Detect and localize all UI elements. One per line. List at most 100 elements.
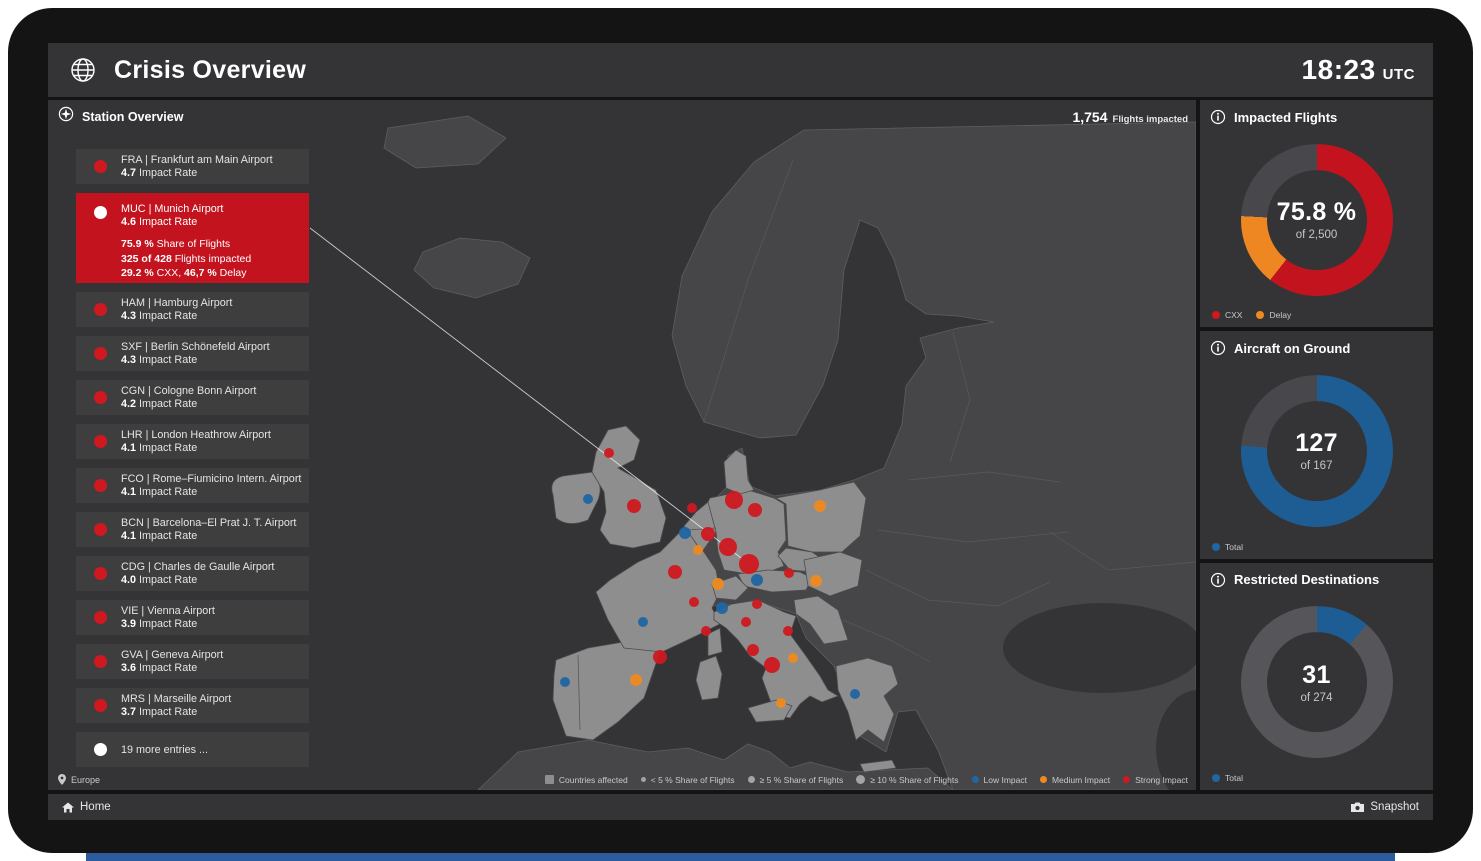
map-footer: Europe Countries affected < 5 % Share of …: [58, 774, 1188, 785]
map-station-marker[interactable]: [604, 448, 614, 458]
pin-icon: [58, 774, 66, 785]
island-sardinia: [695, 655, 723, 701]
europe-map[interactable]: [48, 100, 1196, 790]
map-station-marker[interactable]: [776, 698, 786, 708]
kpi-header: Impacted Flights: [1200, 100, 1433, 125]
station-list-item[interactable]: CDG | Charles de Gaulle Airport 4.0 Impac…: [76, 556, 309, 591]
station-name: SXF | Berlin Schönefeld Airport: [121, 340, 270, 353]
flights-impacted-counter: 1,754 Flights impacted: [1072, 109, 1188, 125]
legend-dot-icon: [1256, 311, 1265, 320]
snapshot-button[interactable]: Snapshot: [1351, 801, 1419, 813]
map-station-marker[interactable]: [701, 527, 715, 541]
app-header: Crisis Overview 18:23 UTC: [48, 43, 1433, 97]
map-station-marker[interactable]: [689, 597, 699, 607]
home-icon: [62, 802, 74, 812]
station-impact-rate: 4.1 Impact Rate: [121, 529, 198, 542]
map-station-marker[interactable]: [716, 602, 728, 614]
station-impact-rate: 4.1 Impact Rate: [121, 441, 198, 454]
map-station-marker[interactable]: [627, 499, 641, 513]
map-station-marker[interactable]: [748, 503, 762, 517]
map-station-marker[interactable]: [712, 578, 724, 590]
map-station-marker[interactable]: [687, 503, 697, 513]
map-station-marker[interactable]: [701, 626, 711, 636]
map-station-marker[interactable]: [783, 626, 793, 636]
legend-dot-icon: [640, 777, 646, 782]
map-station-marker[interactable]: [814, 500, 826, 512]
map-legend-item: Countries affected: [544, 775, 628, 785]
station-name: BCN | Barcelona–El Prat J. T. Airport: [121, 516, 297, 529]
map-legend-item: Low Impact: [971, 774, 1027, 785]
map-station-marker[interactable]: [560, 677, 570, 687]
station-list-item[interactable]: FRA | Frankfurt am Main Airport 4.7 Impac…: [76, 149, 309, 184]
legend-dot-icon: [971, 776, 979, 783]
map-station-marker[interactable]: [752, 599, 762, 609]
info-icon: [1210, 572, 1226, 587]
station-list-item[interactable]: MRS | Marseille Airport 3.7 Impact Rate: [76, 688, 309, 723]
station-impact-dot: [94, 567, 107, 580]
legend-dot-icon: [856, 775, 866, 784]
country-denmark: [723, 449, 755, 495]
map-station-marker[interactable]: [739, 554, 759, 574]
map-station-marker[interactable]: [583, 494, 593, 504]
station-list-item[interactable]: VIE | Vienna Airport 3.9 Impact Rate: [76, 600, 309, 635]
home-label: Home: [80, 801, 111, 813]
station-impact-dot: [94, 655, 107, 668]
station-name: FCO | Rome–Fiumicino Intern. Airport: [121, 472, 302, 485]
map-station-marker[interactable]: [725, 491, 743, 509]
station-list-item[interactable]: SXF | Berlin Schönefeld Airport 4.3 Impac…: [76, 336, 309, 371]
station-list-item[interactable]: CGN | Cologne Bonn Airport 4.2 Impact Rat…: [76, 380, 309, 415]
station-list-item[interactable]: BCN | Barcelona–El Prat J. T. Airport 4.1…: [76, 512, 309, 547]
map-station-marker[interactable]: [751, 574, 763, 586]
map-station-marker[interactable]: [638, 617, 648, 627]
info-icon: [1210, 109, 1226, 125]
legend-label: Low Impact: [983, 774, 1027, 785]
country-ireland: [551, 471, 601, 524]
map-legend: Countries affected < 5 % Share of Flights…: [544, 774, 1188, 785]
map-station-marker[interactable]: [850, 689, 860, 699]
map-station-marker[interactable]: [653, 650, 667, 664]
map-station-marker[interactable]: [810, 575, 822, 587]
legend-dot-icon: [1212, 773, 1220, 782]
map-station-marker[interactable]: [788, 653, 798, 663]
legend-square-icon: [544, 775, 554, 784]
muc-connector-line: [309, 227, 750, 565]
snapshot-label: Snapshot: [1370, 801, 1419, 813]
station-list-item[interactable]: GVA | Geneva Airport 3.6 Impact Rate: [76, 644, 309, 679]
map-station-marker[interactable]: [747, 644, 759, 656]
station-impact-rate: 4.7 Impact Rate: [121, 166, 198, 179]
station-name: LHR | London Heathrow Airport: [121, 428, 271, 441]
map-station-marker[interactable]: [719, 538, 737, 556]
station-list-more[interactable]: 19 more entries ...: [76, 732, 309, 767]
country-greece: [835, 657, 899, 743]
more-entries-dot: [94, 743, 107, 756]
kpi-legend: Total: [1212, 542, 1243, 552]
flights-impacted-label: Flights impacted: [1112, 113, 1188, 125]
station-details: 75.9 % Share of Flights 325 of 428 Flight…: [121, 238, 252, 279]
station-list-item[interactable]: MUC | Munich Airport 4.6 Impact Rate 75.9 …: [76, 193, 309, 283]
legend-dot-icon: [1123, 776, 1131, 783]
island-crete: [859, 759, 897, 773]
station-impact-rate: 3.7 Impact Rate: [121, 705, 198, 718]
map-legend-item: Medium Impact: [1039, 775, 1110, 785]
legend-dot-icon: [1212, 311, 1220, 320]
station-list-item[interactable]: HAM | Hamburg Airport 4.3 Impact Rate: [76, 292, 309, 327]
info-icon: [1210, 341, 1226, 356]
map-station-marker[interactable]: [784, 568, 794, 578]
home-button[interactable]: Home: [62, 801, 111, 813]
map-station-marker[interactable]: [764, 657, 780, 673]
kpi-header: Aircraft on Ground: [1200, 331, 1433, 356]
map-station-marker[interactable]: [741, 617, 751, 627]
legend-dot-icon: [1039, 776, 1047, 783]
kpi-value: 31: [1302, 660, 1331, 689]
map-station-marker[interactable]: [693, 545, 703, 555]
station-list-item[interactable]: LHR | London Heathrow Airport 4.1 Impact …: [76, 424, 309, 459]
land-greenland: [383, 115, 507, 169]
region-indicator[interactable]: Europe: [58, 774, 100, 785]
map-station-marker[interactable]: [679, 527, 691, 539]
country-croatia: [793, 595, 849, 645]
page-title: Crisis Overview: [114, 55, 307, 84]
map-station-marker[interactable]: [668, 565, 682, 579]
station-list-item[interactable]: FCO | Rome–Fiumicino Intern. Airport 4.1 …: [76, 468, 309, 503]
map-station-marker[interactable]: [630, 674, 642, 686]
